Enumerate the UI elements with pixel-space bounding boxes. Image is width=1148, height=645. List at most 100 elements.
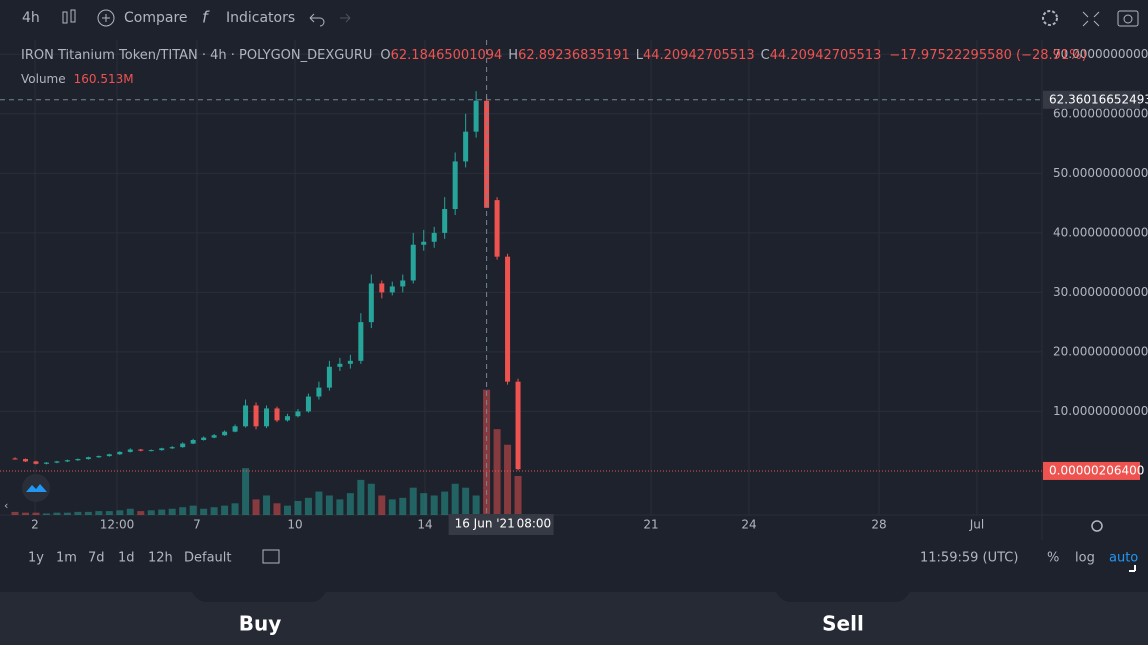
volume-bar — [11, 511, 19, 515]
o-value: 62.18465001094 — [391, 48, 503, 63]
indicators-icon[interactable]: f — [202, 8, 210, 27]
volume-bar — [189, 505, 197, 515]
y-tick-label: 20.00000000000 — [1053, 344, 1148, 358]
fullscreen-icon[interactable] — [1082, 11, 1100, 27]
volume-bar — [84, 511, 92, 515]
volume-bar — [304, 497, 312, 515]
sell-button[interactable]: Sell — [822, 612, 864, 636]
candle-body — [264, 408, 270, 427]
volume-bar — [116, 510, 124, 515]
volume-bar — [63, 512, 71, 515]
buy-button[interactable]: Buy — [239, 612, 282, 636]
candle-body — [12, 458, 18, 460]
volume-value: 160.513M — [74, 72, 134, 86]
volume-bar — [283, 505, 291, 515]
scale-option[interactable]: auto — [1109, 551, 1138, 566]
h-key: H — [508, 48, 518, 63]
crosshair-price-box — [1043, 90, 1140, 109]
buy-tab — [192, 592, 326, 602]
resize-handle[interactable] — [1129, 565, 1136, 572]
candle-body — [64, 460, 70, 462]
volume-bar — [21, 512, 29, 515]
volume-bar — [483, 389, 491, 515]
indicators-button[interactable]: Indicators — [226, 10, 295, 26]
date-range-icon[interactable] — [262, 549, 280, 564]
settings-icon[interactable] — [1042, 10, 1058, 26]
candle-body — [243, 405, 249, 427]
redo-icon[interactable] — [340, 13, 351, 23]
volume-bar — [32, 512, 40, 515]
y-tick-label: 70.00000000000 — [1053, 47, 1148, 61]
volume-bar — [399, 497, 407, 515]
volume-bar — [441, 491, 449, 515]
scroll-left[interactable]: ‹ — [4, 499, 8, 512]
candle-body — [326, 366, 332, 388]
axis-settings-icon[interactable] — [1091, 520, 1103, 532]
candle-body — [400, 280, 406, 287]
interval-button[interactable]: 4h — [22, 10, 40, 26]
screenshot-icon[interactable] — [1117, 10, 1139, 27]
candle-body — [358, 322, 364, 361]
symbol: IRON Titanium Token/TITAN · 4h · POLYGON… — [21, 48, 372, 63]
logo-mark — [26, 484, 47, 492]
scale-option[interactable]: % — [1047, 551, 1059, 566]
candle-body — [169, 447, 175, 449]
candle-body — [211, 435, 217, 438]
volume-bar — [95, 511, 103, 515]
candle-body — [232, 426, 238, 432]
range-button[interactable]: 12h — [148, 551, 173, 566]
candle-body — [75, 459, 81, 461]
volume-bar — [221, 505, 229, 515]
x-tick-label: 2 — [31, 518, 39, 532]
compare-plus — [102, 14, 110, 22]
undo-icon[interactable] — [309, 13, 325, 27]
y-tick-label: 10.00000000000 — [1053, 404, 1148, 418]
volume-bar — [263, 495, 271, 515]
x-tick-label: Jul — [969, 518, 984, 532]
candle-body — [22, 459, 28, 462]
compare-icon[interactable] — [97, 9, 115, 27]
x-tick-label: 28 — [871, 518, 886, 532]
volume-bar — [179, 507, 187, 515]
candle-body — [148, 450, 154, 452]
logo[interactable] — [22, 474, 50, 502]
candle-body — [201, 437, 207, 440]
candle-body — [85, 457, 91, 460]
x-tick-label: 7 — [193, 518, 201, 532]
candle-body — [159, 448, 165, 451]
l-key: L — [636, 48, 644, 63]
volume-bar — [451, 483, 459, 515]
range-button[interactable]: 1m — [56, 551, 77, 566]
candle-body — [284, 416, 290, 421]
candle-body — [431, 232, 437, 242]
compare-button[interactable]: Compare — [124, 10, 188, 26]
range-button[interactable]: Default — [184, 551, 232, 566]
range-button[interactable]: 1y — [28, 551, 44, 566]
candle-body — [305, 396, 311, 412]
candle-body — [421, 241, 427, 245]
candle-body — [180, 443, 186, 448]
last-price-label: 0.00000206400 — [1049, 463, 1144, 477]
volume-bar — [158, 509, 166, 515]
volume-bar — [126, 508, 134, 515]
candle-body — [96, 456, 102, 458]
volume-bar — [294, 500, 302, 515]
c-value: 44.20942705513 — [770, 48, 882, 63]
candle-body — [222, 431, 228, 436]
volume-bar — [168, 508, 176, 515]
candle-type-icon[interactable] — [62, 9, 76, 24]
legend: IRON Titanium Token/TITAN · 4h · POLYGON… — [21, 48, 1087, 63]
volume-bar — [420, 493, 428, 515]
range-button[interactable]: 1d — [118, 551, 135, 566]
clock: 11:59:59 (UTC) — [920, 551, 1018, 566]
candle-body — [316, 387, 322, 397]
range-button[interactable]: 7d — [88, 551, 105, 566]
candle-body — [274, 408, 280, 421]
candle-body — [368, 283, 374, 323]
candle-body — [494, 200, 500, 257]
scale-option[interactable]: log — [1075, 551, 1095, 566]
candle-body — [347, 360, 353, 364]
candle-body — [190, 440, 196, 444]
crosshair-date: 16 Jun '21 — [455, 517, 515, 531]
